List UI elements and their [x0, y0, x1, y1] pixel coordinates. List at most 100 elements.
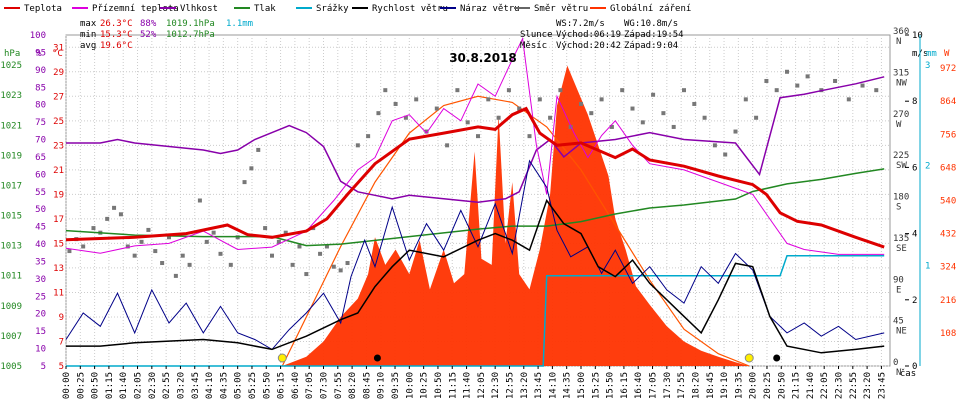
wind-dir-point: [366, 134, 371, 139]
wind-dir-point: [218, 251, 223, 256]
wind-dir-point: [640, 120, 645, 125]
sun-rise: Východ:06:19: [556, 30, 621, 40]
wind-speed-tick-label: 10: [912, 31, 923, 41]
wind-dir-point: [132, 253, 137, 258]
temperature-axis-tick-label: 5: [59, 362, 64, 372]
x-tick-label: 01:40: [119, 372, 129, 399]
wind-dir-point: [805, 74, 810, 79]
wind-dir-point: [228, 262, 233, 267]
pressure-axis-tick-label: 1017: [0, 181, 22, 191]
x-tick-label: 22:30: [835, 372, 845, 399]
stats-humidity: 52%: [140, 30, 157, 40]
wind-speed-tick-label: 0: [912, 362, 917, 372]
wind-dir-point: [506, 88, 511, 93]
legend-label: Teplota: [24, 4, 62, 14]
x-tick-label: 22:05: [820, 372, 830, 399]
stats-rain: 1.1mm: [226, 19, 253, 29]
moon-icon: [773, 354, 781, 362]
wind-dir-point: [599, 97, 604, 102]
wind-dir-point: [424, 129, 429, 134]
rain-tick-label: 1: [925, 262, 930, 272]
wind-dir-point: [455, 88, 460, 93]
wind-dir-point: [589, 111, 594, 116]
solar-theoretical-line: [281, 95, 750, 367]
x-tick-label: 20:00: [749, 372, 759, 399]
wind-dir-point: [304, 272, 309, 277]
wind-dir-point: [754, 115, 759, 120]
x-tick-label: 10:50: [434, 372, 444, 399]
x-tick-label: 07:30: [320, 372, 330, 399]
x-tick-label: 21:40: [806, 372, 816, 399]
humidity-axis-tick-label: 5: [41, 362, 46, 372]
radiation-tick-label: 108: [940, 329, 956, 339]
pressure-axis-tick-label: 1025: [0, 61, 22, 71]
wind-dir-point: [355, 143, 360, 148]
humidity-axis-tick-label: 60: [35, 170, 46, 180]
x-tick-label: 14:35: [563, 372, 573, 399]
legend-label: Tlak: [254, 4, 276, 14]
humidity-axis-tick-label: 10: [35, 345, 46, 355]
pressure-axis-tick-label: 1021: [0, 121, 22, 131]
radiation-tick-label: 432: [940, 230, 956, 240]
x-tick-label: 04:35: [219, 372, 229, 399]
wind-dir-point: [527, 134, 532, 139]
x-tick-label: 23:45: [877, 372, 887, 399]
wind-dir-point: [263, 226, 268, 231]
legend-label: Globální záření: [610, 4, 691, 14]
wind-dir-point: [774, 88, 779, 93]
humidity-axis-tick-label: 40: [35, 240, 46, 250]
wind-dir-point: [692, 101, 697, 106]
wind-dir-label: N: [896, 368, 901, 378]
rain-unit: mm: [926, 49, 937, 59]
wind-dir-point: [331, 264, 336, 269]
wind-dir-point: [579, 101, 583, 106]
wind-dir-point: [270, 253, 274, 258]
humidity-axis-tick-label: 50: [35, 205, 46, 215]
wind-dir-label: W: [896, 120, 902, 130]
wind-dir-label: NW: [896, 78, 907, 88]
sun-icon: [744, 353, 754, 363]
x-tick-label: 06:15: [277, 372, 287, 399]
radiation-tick-label: 216: [940, 296, 956, 306]
moon-set: Západ:9:04: [624, 41, 678, 51]
line-layer: [65, 36, 885, 367]
wind-dir-tick-label: 90: [893, 275, 904, 285]
pressure-line: [65, 168, 885, 247]
wind-dir-point: [197, 198, 202, 203]
wind-dir-point: [874, 88, 879, 93]
x-tick-label: 14:10: [548, 372, 558, 399]
x-tick-label: 06:40: [291, 372, 301, 399]
wind-dir-label: SE: [896, 244, 907, 254]
wind-dir-point: [609, 124, 614, 129]
wind-dir-point: [187, 262, 192, 267]
x-tick-label: 18:45: [706, 372, 716, 399]
legend-label: Směr větru: [534, 4, 588, 14]
x-tick-label: 17:30: [663, 372, 673, 399]
x-tick-label: 16:15: [620, 372, 630, 399]
radiation-tick-label: 648: [940, 163, 956, 173]
wind-dir-point: [249, 166, 254, 171]
temperature-axis-tick-label: 15: [53, 239, 64, 249]
x-tick-label: 09:10: [377, 372, 387, 399]
wind-dir-point: [496, 115, 501, 120]
x-tick-label: 11:40: [463, 372, 473, 399]
temperature-axis-tick-label: 17: [53, 215, 64, 225]
x-tick-label: 10:00: [405, 372, 415, 399]
x-tick-label: 19:10: [720, 372, 730, 399]
x-tick-label: 19:35: [734, 372, 744, 399]
stats-humidity: 88%: [140, 19, 157, 29]
radiation-unit: W: [944, 49, 950, 59]
x-tick-label: 21:15: [792, 372, 802, 399]
pressure-unit: hPa: [4, 49, 20, 59]
humidity-axis-tick-label: 70: [35, 136, 46, 146]
humidity-axis-tick-label: 25: [35, 292, 46, 302]
wind-dir-point: [548, 115, 553, 120]
wind-dir-tick-label: 360: [893, 27, 909, 37]
legend-label: Srážky: [316, 4, 349, 14]
humidity-axis-tick-label: 55: [35, 188, 46, 198]
x-tick-label: 22:55: [849, 372, 859, 399]
wind-dir-point: [723, 152, 728, 157]
x-tick-label: 17:55: [677, 372, 687, 399]
wind-dir-point: [702, 115, 707, 120]
